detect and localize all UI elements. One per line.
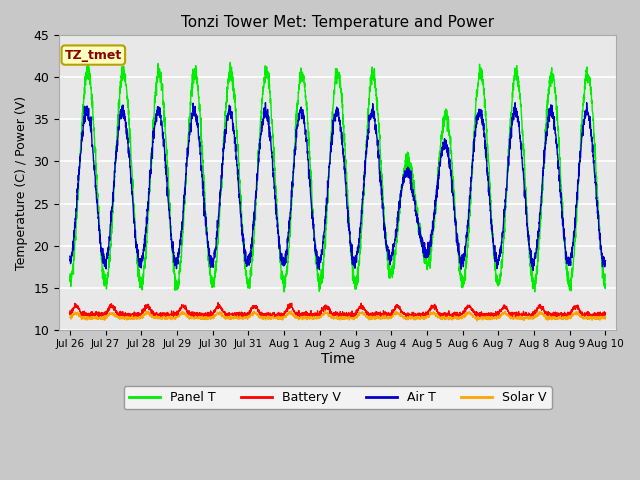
Battery V (66, 308, 74, 314)
Battery V (159, 310, 166, 316)
Battery V (127, 312, 135, 318)
Solar V (591, 314, 599, 320)
Y-axis label: Temperature (C) / Power (V): Temperature (C) / Power (V) (15, 96, 28, 270)
Panel T (127, 153, 135, 158)
Solar V (295, 317, 303, 323)
Battery V (591, 313, 599, 319)
Air T (66, 253, 74, 259)
Line: Solar V: Solar V (70, 311, 605, 321)
Battery V (214, 300, 222, 305)
Solar V (287, 308, 295, 313)
Solar V (127, 315, 135, 321)
Panel T (531, 289, 539, 295)
Panel T (271, 186, 279, 192)
Air T (534, 240, 541, 246)
Air T (262, 100, 269, 106)
Battery V (272, 312, 280, 318)
Battery V (196, 315, 204, 321)
Panel T (534, 260, 541, 265)
Battery V (602, 310, 609, 316)
Air T (591, 180, 599, 186)
Air T (529, 267, 537, 273)
Line: Panel T: Panel T (70, 62, 605, 292)
Solar V (474, 318, 481, 324)
Battery V (295, 308, 303, 313)
Solar V (271, 315, 279, 321)
Panel T (66, 273, 74, 279)
Line: Air T: Air T (70, 103, 605, 270)
Battery V (534, 305, 541, 311)
Panel T (295, 90, 303, 96)
Air T (295, 110, 303, 116)
Solar V (602, 314, 609, 320)
Panel T (159, 92, 166, 97)
Text: TZ_tmet: TZ_tmet (65, 48, 122, 61)
Solar V (66, 313, 74, 319)
Air T (159, 129, 166, 135)
Air T (271, 193, 279, 199)
Panel T (227, 60, 234, 65)
Solar V (159, 314, 166, 320)
Legend: Panel T, Battery V, Air T, Solar V: Panel T, Battery V, Air T, Solar V (124, 386, 552, 409)
Panel T (591, 147, 599, 153)
Air T (127, 177, 135, 182)
Line: Battery V: Battery V (70, 302, 605, 318)
Solar V (534, 313, 541, 319)
Air T (602, 258, 609, 264)
Panel T (602, 281, 609, 287)
Title: Tonzi Tower Met: Temperature and Power: Tonzi Tower Met: Temperature and Power (181, 15, 494, 30)
X-axis label: Time: Time (321, 352, 355, 366)
